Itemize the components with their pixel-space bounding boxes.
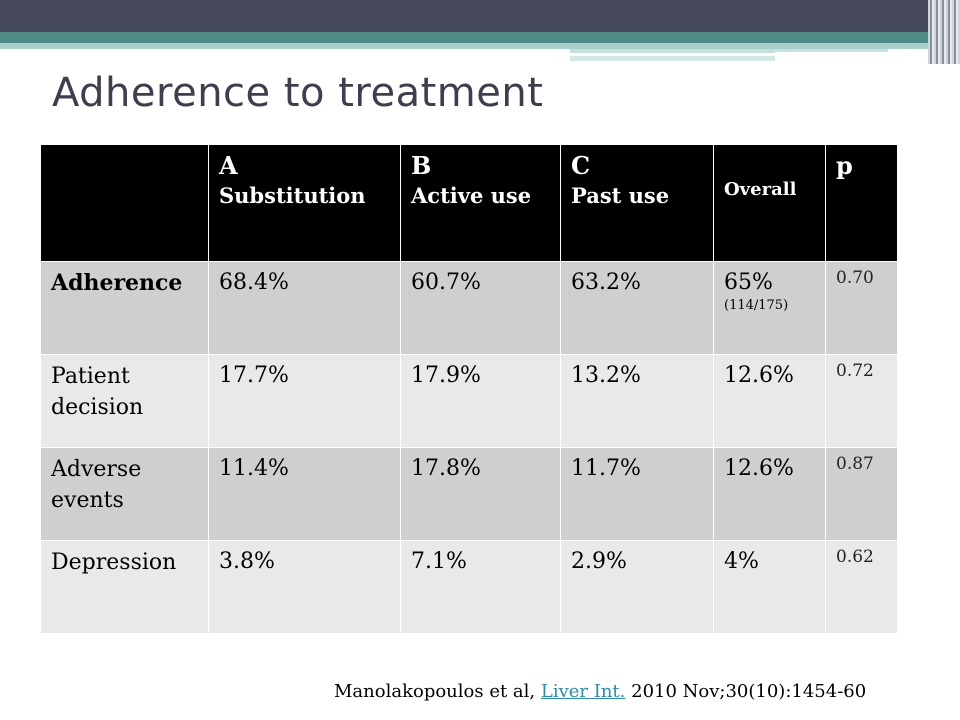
header-band-light [0, 43, 960, 49]
row-label: Depression [40, 540, 209, 634]
cell-overall: 12.6% [713, 354, 826, 448]
header-col-c: C Past use [560, 144, 714, 262]
table-row: Adverse events 11.4% 17.8% 11.7% 12.6% 0… [40, 447, 898, 541]
citation-details: 2010 Nov;30(10):1454-60 [625, 681, 867, 702]
cell-p-value: 0.62 [825, 540, 898, 634]
row-label: Adherence [40, 261, 209, 355]
citation: Manolakopoulos et al, Liver Int. 2010 No… [334, 681, 866, 702]
slide-title: Adherence to treatment [52, 70, 544, 116]
header-col-b-name: Active use [411, 183, 532, 208]
cell-col-c: 11.7% [560, 447, 714, 541]
citation-authors: Manolakopoulos et al, [334, 681, 541, 702]
overall-count-note: (114/175) [724, 298, 789, 313]
header-band-light-accent [570, 49, 888, 53]
header-col-a: A Substitution [208, 144, 401, 262]
journal-link[interactable]: Liver Int. [540, 681, 626, 702]
header-overall-label: Overall [724, 179, 797, 200]
cell-col-a: 3.8% [208, 540, 401, 634]
header-col-b-letter: B [411, 151, 432, 180]
cell-col-c: 2.9% [560, 540, 714, 634]
header-col-c-name: Past use [571, 183, 670, 208]
header-band-teal [0, 32, 960, 43]
row-label: Patient decision [40, 354, 209, 448]
header-divider-line [775, 52, 890, 54]
cell-overall: 65% (114/175) [713, 261, 826, 355]
header-col-overall: Overall [713, 144, 826, 262]
table-header-row: A Substitution B Active use C Past use O… [40, 144, 898, 262]
cell-col-b: 17.8% [400, 447, 561, 541]
header-col-b: B Active use [400, 144, 561, 262]
header-col-c-letter: C [571, 151, 591, 180]
cell-col-b: 60.7% [400, 261, 561, 355]
cell-p-value: 0.70 [825, 261, 898, 355]
header-col-p: p [825, 144, 898, 262]
cell-col-b: 7.1% [400, 540, 561, 634]
cell-col-b: 17.9% [400, 354, 561, 448]
cell-overall: 12.6% [713, 447, 826, 541]
row-label: Adverse events [40, 447, 209, 541]
table-row: Adherence 68.4% 60.7% 63.2% 65% (114/175… [40, 261, 898, 355]
header-p-label: p [836, 151, 853, 180]
cell-col-a: 17.7% [208, 354, 401, 448]
cell-col-a: 11.4% [208, 447, 401, 541]
cell-col-c: 13.2% [560, 354, 714, 448]
cell-p-value: 0.87 [825, 447, 898, 541]
cell-col-c: 63.2% [560, 261, 714, 355]
cell-overall: 4% [713, 540, 826, 634]
header-col-a-letter: A [219, 151, 238, 180]
cell-col-a: 68.4% [208, 261, 401, 355]
overall-value: 65% [724, 270, 773, 295]
header-band-dark [0, 0, 960, 32]
table-row: Patient decision 17.7% 17.9% 13.2% 12.6%… [40, 354, 898, 448]
cell-p-value: 0.72 [825, 354, 898, 448]
adherence-table: A Substitution B Active use C Past use O… [40, 144, 898, 634]
header-col-a-name: Substitution [219, 183, 366, 208]
header-cell-empty [40, 144, 209, 262]
header-band-light-accent-lower [570, 56, 775, 61]
table-row: Depression 3.8% 7.1% 2.9% 4% 0.62 [40, 540, 898, 634]
corner-stripes-decoration [928, 0, 960, 64]
